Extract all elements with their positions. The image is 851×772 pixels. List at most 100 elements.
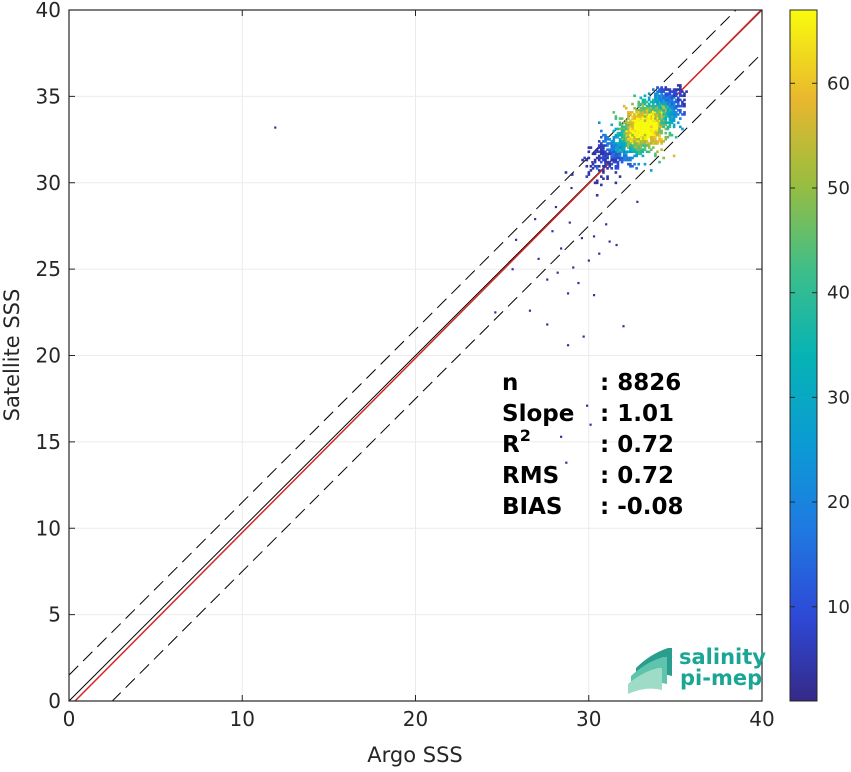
logo-waves-icon xyxy=(628,648,672,694)
outlier-point xyxy=(586,404,589,407)
density-point xyxy=(627,117,630,120)
density-point xyxy=(633,119,636,122)
density-point xyxy=(637,133,641,137)
y-tick-label: 25 xyxy=(36,257,61,281)
outlier-point xyxy=(566,344,570,347)
density-point xyxy=(643,148,647,151)
density-point xyxy=(602,144,605,147)
density-point xyxy=(593,181,597,185)
density-point xyxy=(633,115,636,118)
density-point xyxy=(637,113,641,116)
density-point xyxy=(666,127,670,131)
density-point xyxy=(656,94,659,98)
density-point xyxy=(585,175,589,178)
stat-value: : 1.01 xyxy=(600,401,674,427)
y-tick-label: 20 xyxy=(36,344,61,368)
density-point xyxy=(622,125,626,129)
density-point xyxy=(670,121,674,125)
density-point xyxy=(635,152,638,156)
density-point xyxy=(676,121,680,125)
stat-value: : 8826 xyxy=(600,370,681,396)
x-tick-label: 40 xyxy=(749,707,774,731)
density-point xyxy=(633,135,636,139)
density-point xyxy=(672,100,676,104)
density-point xyxy=(683,92,686,96)
density-point xyxy=(633,142,636,145)
density-point xyxy=(651,119,655,122)
density-point xyxy=(622,156,626,160)
density-point xyxy=(600,135,603,139)
density-point xyxy=(597,150,601,154)
density-point xyxy=(612,152,616,156)
density-point xyxy=(658,100,661,104)
density-point xyxy=(641,150,645,154)
density-point xyxy=(645,111,649,114)
density-point xyxy=(658,117,661,120)
density-point xyxy=(674,115,678,118)
density-point xyxy=(593,158,597,162)
density-point xyxy=(662,113,665,116)
density-point xyxy=(620,156,624,160)
density-point xyxy=(620,144,624,147)
density-point xyxy=(589,146,593,149)
density-point xyxy=(681,104,684,108)
density-point xyxy=(645,131,649,135)
density-point xyxy=(627,146,630,149)
density-point xyxy=(635,135,638,139)
density-point xyxy=(622,150,626,154)
density-point xyxy=(595,193,599,197)
density-point xyxy=(658,108,661,112)
density-point xyxy=(633,106,636,110)
density-point xyxy=(641,119,645,122)
density-point xyxy=(627,131,630,135)
density-point xyxy=(602,150,605,154)
density-point xyxy=(641,154,645,158)
density-point xyxy=(629,135,632,139)
outlier-point xyxy=(546,323,549,326)
density-point xyxy=(614,135,618,139)
outlier-point xyxy=(560,247,563,250)
density-point xyxy=(589,169,593,172)
density-point xyxy=(666,92,670,96)
density-point xyxy=(645,133,649,137)
density-point xyxy=(585,164,589,168)
density-point xyxy=(641,138,645,141)
density-point xyxy=(656,90,659,93)
density-point xyxy=(674,135,678,139)
density-point xyxy=(608,148,611,151)
density-point xyxy=(683,102,686,106)
density-point xyxy=(660,92,663,96)
density-point xyxy=(668,111,672,114)
density-point xyxy=(670,113,674,116)
density-point xyxy=(670,111,674,114)
density-point xyxy=(672,108,676,112)
density-point xyxy=(633,94,636,98)
density-point xyxy=(672,90,676,93)
density-point xyxy=(658,133,661,137)
density-point xyxy=(643,127,647,131)
density-point xyxy=(620,158,624,162)
density-point xyxy=(651,111,655,114)
density-points xyxy=(274,84,688,464)
density-point xyxy=(600,175,603,178)
density-point xyxy=(668,121,672,125)
stat-row: R2: 0.72 xyxy=(502,426,674,458)
density-point xyxy=(622,158,626,162)
density-point xyxy=(587,146,591,149)
density-point xyxy=(641,144,645,147)
density-point xyxy=(672,102,676,106)
density-point xyxy=(604,158,607,162)
density-point xyxy=(629,164,632,168)
density-point xyxy=(639,148,643,151)
density-point xyxy=(668,119,672,122)
density-point xyxy=(643,102,647,106)
density-point xyxy=(658,88,661,91)
density-point xyxy=(668,90,672,93)
density-point xyxy=(641,98,645,102)
density-point xyxy=(672,119,676,122)
density-point xyxy=(635,140,638,143)
density-point xyxy=(679,125,682,129)
density-point xyxy=(670,115,674,118)
density-point xyxy=(651,88,655,91)
density-point xyxy=(654,108,657,112)
